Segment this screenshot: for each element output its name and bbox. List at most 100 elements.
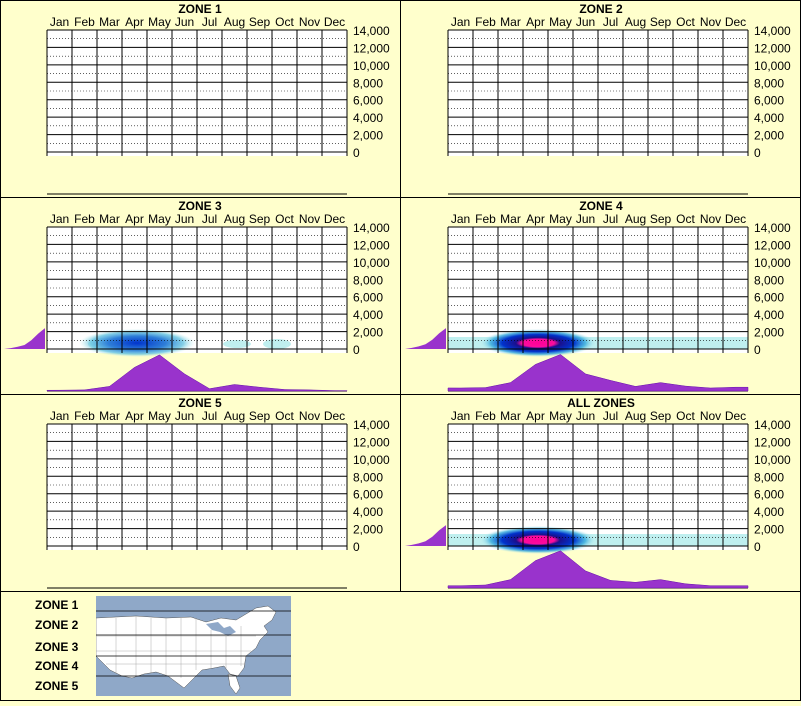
legend-zone-1-label: ZONE 1 (35, 598, 79, 612)
month-label: Apr (526, 212, 545, 226)
month-label: Jun (576, 212, 595, 226)
month-label: Sep (249, 15, 271, 29)
month-label: Jul (603, 15, 618, 29)
month-label: Mar (99, 15, 120, 29)
month-label: Jan (451, 409, 470, 423)
y-tick-label: 12,000 (754, 435, 791, 449)
month-label: Aug (625, 15, 646, 29)
month-label: May (549, 409, 572, 423)
elevation-profile-area (405, 518, 446, 546)
panel-title: ZONE 2 (579, 2, 623, 16)
month-label: Mar (99, 409, 120, 423)
month-label: Apr (125, 212, 144, 226)
y-tick-label: 8,000 (754, 76, 784, 90)
panel-zone-2: ZONE 2 Jan Feb Mar Apr May Jun Jul Aug Sep Oct Nov D… (447, 2, 791, 195)
y-tick-label: 0 (353, 540, 360, 554)
month-label: Jan (451, 15, 470, 29)
month-label: Jan (50, 409, 69, 423)
month-label: Jun (576, 409, 595, 423)
month-label: Jun (175, 409, 194, 423)
month-label: May (549, 212, 572, 226)
month-label: Apr (526, 409, 545, 423)
month-label: Mar (500, 212, 521, 226)
month-label: Mar (500, 15, 521, 29)
y-tick-label: 6,000 (754, 94, 784, 108)
panel-zone-3: ZONE 3 Jan Feb Mar Apr May Jun Jul Aug Sep Oct Nov D… (4, 199, 390, 392)
month-label: Feb (74, 15, 95, 29)
month-label: Jan (50, 15, 69, 29)
month-label: Nov (299, 15, 320, 29)
month-label: Dec (324, 15, 345, 29)
month-label: Sep (650, 15, 672, 29)
month-label: Jun (576, 15, 595, 29)
month-label: Jun (175, 212, 194, 226)
month-label: May (148, 212, 171, 226)
y-tick-label: 2,000 (754, 129, 784, 143)
month-label: Nov (299, 212, 320, 226)
month-label: Jul (603, 409, 618, 423)
month-label: Jan (50, 212, 69, 226)
month-label: Jul (202, 15, 217, 29)
y-tick-label: 4,000 (754, 308, 784, 322)
month-label: May (549, 15, 572, 29)
month-label: Oct (676, 15, 695, 29)
month-label: Aug (224, 212, 245, 226)
panel-zone-5: ZONE 5 Jan Feb Mar Apr May Jun Jul Aug Sep Oct Nov D… (46, 396, 390, 589)
month-label: Jul (202, 212, 217, 226)
legend-zone-5-label: ZONE 5 (35, 679, 79, 693)
panel-title: ZONE 3 (178, 199, 222, 213)
heat-blob (79, 329, 195, 357)
y-tick-label: 0 (353, 343, 360, 357)
map-great-lakes (206, 622, 236, 636)
legend-zone-3-label: ZONE 3 (35, 640, 79, 654)
y-tick-label: 8,000 (754, 470, 784, 484)
month-label: Apr (125, 15, 144, 29)
y-tick-label: 2,000 (353, 523, 383, 537)
y-tick-label: 14,000 (353, 221, 390, 235)
y-tick-label: 14,000 (754, 418, 791, 432)
panel-title: ZONE 1 (178, 2, 222, 16)
month-label: Feb (475, 15, 496, 29)
y-tick-label: 12,000 (353, 238, 390, 252)
y-tick-label: 4,000 (353, 308, 383, 322)
y-tick-label: 2,000 (754, 326, 784, 340)
month-label: Sep (650, 409, 672, 423)
y-tick-label: 2,000 (353, 326, 383, 340)
y-tick-label: 8,000 (754, 273, 784, 287)
map-state-lines (96, 616, 256, 678)
y-tick-label: 4,000 (353, 505, 383, 519)
elevation-profile-area (4, 321, 45, 349)
y-tick-label: 10,000 (353, 59, 390, 73)
month-label: Apr (125, 409, 144, 423)
month-label: Oct (275, 212, 294, 226)
heat-blob (480, 329, 596, 357)
y-tick-label: 14,000 (754, 24, 791, 38)
panel-title: ALL ZONES (567, 396, 635, 410)
month-label: Sep (249, 409, 271, 423)
panel-title: ZONE 4 (579, 199, 623, 213)
panel-title: ZONE 5 (178, 396, 222, 410)
y-tick-label: 12,000 (754, 238, 791, 252)
y-tick-label: 14,000 (353, 24, 390, 38)
heat-speck (223, 340, 251, 348)
y-tick-label: 14,000 (353, 418, 390, 432)
y-tick-label: 6,000 (353, 488, 383, 502)
y-tick-label: 0 (754, 343, 761, 357)
month-label: Jul (603, 212, 618, 226)
monthly-profile-area (447, 550, 749, 589)
y-tick-label: 4,000 (754, 505, 784, 519)
y-tick-label: 6,000 (353, 94, 383, 108)
y-tick-label: 0 (754, 146, 761, 160)
y-tick-label: 8,000 (353, 76, 383, 90)
y-tick-label: 10,000 (353, 256, 390, 270)
y-tick-label: 2,000 (754, 523, 784, 537)
month-label: Feb (74, 212, 95, 226)
y-tick-label: 4,000 (754, 111, 784, 125)
y-tick-label: 10,000 (353, 453, 390, 467)
month-label: Oct (275, 409, 294, 423)
y-tick-label: 2,000 (353, 129, 383, 143)
month-label: Feb (74, 409, 95, 423)
panel-all-zones: ALL ZONES Jan Feb Mar Apr May Jun Jul Aug Sep Oct N… (405, 396, 791, 589)
legend-zone-4-label: ZONE 4 (35, 659, 79, 673)
